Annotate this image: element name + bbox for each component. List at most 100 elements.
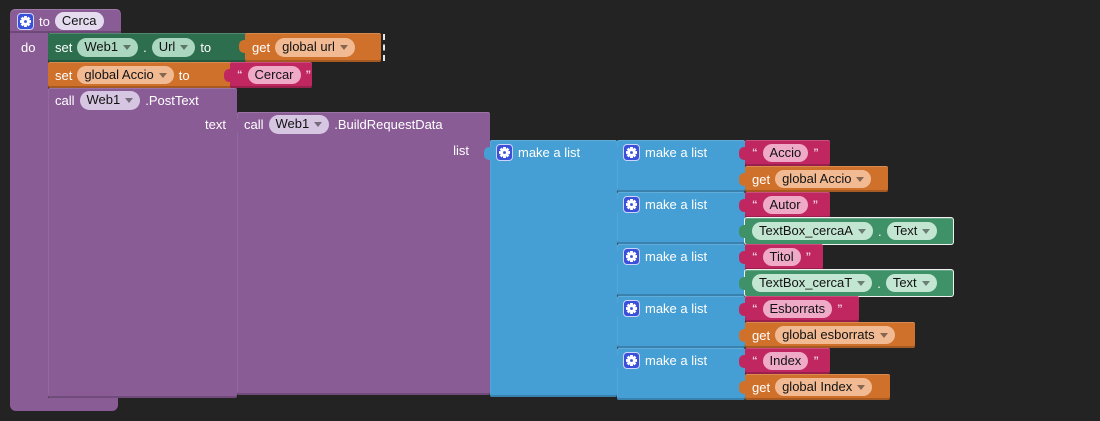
inner-make-a-list-block-esborrats[interactable]: make a list	[611, 296, 745, 348]
call-label: call	[55, 93, 75, 108]
get-label: get	[752, 327, 771, 343]
text-autor-block[interactable]: “ Autor ”	[739, 192, 830, 218]
text-value-field[interactable]: Index	[762, 351, 809, 371]
text-value-field[interactable]: Accio	[762, 143, 809, 163]
dropdown-value: TextBox_cercaT	[759, 274, 853, 290]
set-web1-url-block[interactable]: set Web1 . Url to	[48, 33, 247, 62]
mutator-gear-icon[interactable]	[17, 12, 34, 30]
property-dropdown-text[interactable]: Text	[885, 273, 937, 293]
get-label: get	[752, 171, 771, 187]
component-dropdown-web1[interactable]: Web1	[77, 38, 139, 57]
mutator-gear-icon[interactable]	[623, 196, 640, 213]
dropdown-value: global url	[282, 39, 335, 55]
variable-dropdown-global-accio[interactable]: global Accio	[775, 169, 872, 189]
dropdown-value: Web1	[275, 116, 310, 132]
text-value: Titol	[769, 248, 794, 264]
dropdown-arrow-icon	[158, 72, 167, 78]
mutator-gear-icon[interactable]	[496, 144, 513, 161]
component-dropdown-textbox-cercaa[interactable]: TextBox_cercaA	[752, 221, 873, 241]
selection-outline	[383, 34, 385, 61]
dropdown-value: Web1	[86, 92, 121, 108]
dropdown-arrow-icon	[314, 122, 323, 127]
inner-make-a-list-block-index[interactable]: make a list	[611, 348, 745, 400]
mutator-gear-icon[interactable]	[623, 248, 640, 265]
do-label: do	[21, 40, 36, 55]
text-index-block[interactable]: “ Index ”	[739, 348, 830, 374]
dropdown-arrow-icon	[125, 98, 134, 103]
variable-dropdown-global-url[interactable]: global url	[275, 38, 355, 57]
text-value-field[interactable]: Esborrats	[762, 299, 833, 319]
dropdown-value: global Accio	[782, 170, 852, 186]
inner-make-a-list-block-accio[interactable]: make a list	[611, 140, 745, 192]
text-titol-block[interactable]: “ Titol ”	[739, 244, 823, 270]
set-global-accio-block[interactable]: set global Accio to	[48, 62, 232, 88]
open-quote: “	[237, 69, 243, 81]
component-dropdown-web1[interactable]: Web1	[268, 115, 330, 134]
component-dropdown-web1[interactable]: Web1	[79, 91, 141, 110]
call-label: call	[244, 117, 264, 132]
make-a-list-label: make a list	[645, 197, 708, 212]
text-value: Cercar	[254, 66, 294, 82]
procedure-do-section[interactable]: do	[10, 33, 48, 398]
call-web1-posttext-block[interactable]: call Web1 .PostText text	[48, 88, 237, 398]
variable-dropdown-global-accio[interactable]: global Accio	[77, 65, 174, 85]
procedure-block-header[interactable]: to Cerca	[10, 9, 121, 33]
to-label: to	[178, 67, 190, 83]
dropdown-value: Text	[893, 222, 918, 238]
textbox-cercaa-text-block[interactable]: TextBox_cercaA . Text	[739, 218, 953, 244]
dot-separator: .	[877, 223, 882, 239]
dropdown-arrow-icon	[339, 45, 348, 50]
get-global-esborrats-block[interactable]: get global esborrats	[739, 322, 915, 348]
mutator-gear-icon[interactable]	[623, 144, 640, 161]
property-dropdown-url[interactable]: Url	[151, 38, 196, 57]
to-label: to	[200, 40, 212, 55]
get-label: get	[752, 379, 771, 395]
variable-dropdown-global-esborrats[interactable]: global esborrats	[775, 325, 895, 345]
variable-dropdown-global-index[interactable]: global Index	[775, 377, 873, 397]
outer-make-a-list-block[interactable]: make a list	[484, 140, 617, 397]
text-accio-block[interactable]: “ Accio ”	[739, 140, 830, 166]
get-global-url-block[interactable]: get global url	[239, 33, 381, 62]
text-value-field[interactable]: Cercar	[247, 65, 301, 85]
inner-make-a-list-block-autor[interactable]: make a list	[611, 192, 745, 244]
dropdown-value: TextBox_cercaA	[759, 222, 853, 238]
get-global-accio-block[interactable]: get global Accio	[739, 166, 888, 192]
text-cercar-block[interactable]: “ Cercar ”	[224, 62, 312, 88]
dropdown-arrow-icon	[180, 45, 189, 50]
dropdown-arrow-icon	[857, 280, 866, 286]
close-quote: ”	[305, 69, 312, 81]
dropdown-arrow-icon	[856, 176, 865, 182]
open-quote: “	[752, 147, 758, 159]
text-value-field[interactable]: Autor	[762, 195, 808, 215]
make-a-list-label: make a list	[645, 353, 708, 368]
mutator-gear-icon[interactable]	[623, 300, 640, 317]
get-label: get	[252, 40, 271, 55]
text-esborrats-block[interactable]: “ Esborrats ”	[739, 296, 859, 322]
procedure-name-field[interactable]: Cerca	[54, 11, 104, 31]
open-quote: “	[752, 199, 758, 211]
dropdown-arrow-icon	[921, 280, 930, 286]
text-value-field[interactable]: Titol	[762, 247, 801, 267]
textbox-cercat-text-block[interactable]: TextBox_cercaT . Text	[739, 270, 953, 296]
inner-make-a-list-block-titol[interactable]: make a list	[611, 244, 745, 296]
dropdown-value: Url	[158, 39, 176, 55]
property-dropdown-text[interactable]: Text	[886, 221, 938, 241]
open-quote: “	[752, 303, 758, 315]
make-a-list-label: make a list	[645, 301, 708, 316]
close-quote: ”	[805, 251, 812, 263]
mutator-gear-icon[interactable]	[623, 352, 640, 369]
open-quote: “	[752, 251, 758, 263]
dropdown-arrow-icon	[879, 332, 888, 338]
get-global-index-block[interactable]: get global Index	[739, 374, 890, 400]
open-quote: “	[752, 355, 758, 367]
make-a-list-label: make a list	[645, 145, 708, 160]
text-value: Accio	[769, 144, 802, 160]
dropdown-value: Web1	[84, 39, 119, 55]
close-quote: ”	[813, 147, 819, 159]
set-label: set	[55, 40, 73, 55]
make-a-list-label: make a list	[518, 145, 581, 160]
posttext-text-param-label: text	[205, 117, 226, 132]
component-dropdown-textbox-cercat[interactable]: TextBox_cercaT	[752, 273, 873, 293]
call-web1-buildrequestdata-block[interactable]: call Web1 .BuildRequestData list	[231, 112, 490, 395]
